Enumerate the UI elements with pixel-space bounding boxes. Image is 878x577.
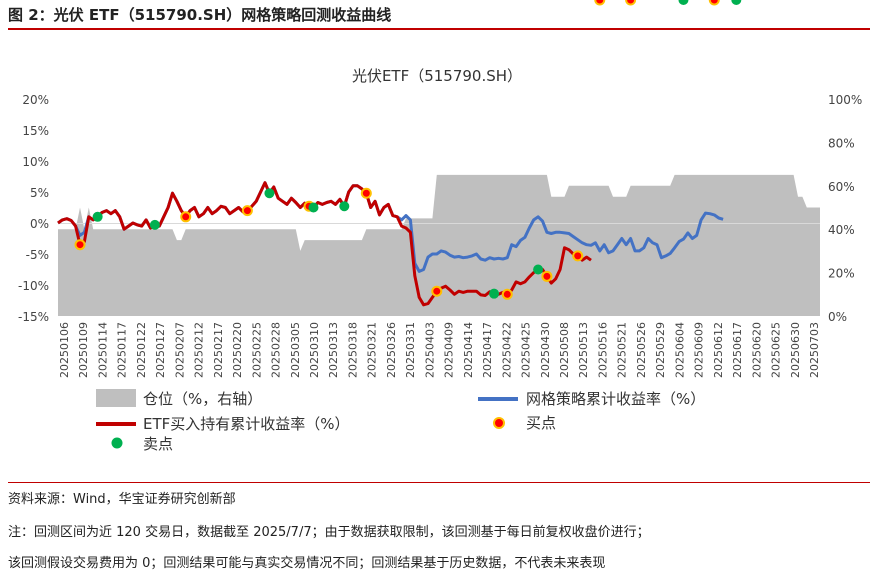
sell-point [533, 264, 544, 275]
x-axis-tick: 20250117 [116, 322, 129, 378]
right-axis-tick: 100% [828, 93, 862, 107]
sell-point [92, 211, 103, 222]
sell-point [264, 188, 275, 199]
sell-point [731, 0, 742, 5]
x-axis-tick: 20250109 [77, 322, 90, 378]
x-axis-tick: 20250228 [270, 322, 283, 378]
left-axis-tick: 10% [22, 155, 49, 169]
right-axis-tick: 60% [828, 180, 855, 194]
left-axis-tick: 0% [30, 217, 49, 231]
legend-position-label: 仓位（%，右轴） [143, 390, 262, 408]
x-axis-tick: 20250516 [596, 322, 609, 378]
title-rule [8, 28, 870, 30]
x-axis-tick: 20250212 [193, 322, 206, 378]
legend-etf-label: ETF买入持有累计收益率（%） [143, 415, 350, 433]
buy-point [431, 285, 443, 297]
x-axis-tick: 20250403 [423, 322, 436, 378]
x-axis-tick: 20250513 [577, 322, 590, 378]
left-axis-tick: 15% [22, 124, 49, 138]
right-axis-tick: 40% [828, 223, 855, 237]
right-axis-tick: 20% [828, 267, 855, 281]
x-axis-tick: 20250321 [366, 322, 379, 378]
buy-point [708, 0, 720, 6]
legend-buy-label: 买点 [526, 414, 556, 432]
x-axis-tick: 20250417 [481, 322, 494, 378]
x-axis-tick: 20250422 [500, 322, 513, 378]
source-rule [8, 482, 870, 483]
legend-position-swatch [96, 389, 136, 407]
x-axis-tick: 20250617 [731, 322, 744, 378]
x-axis-tick: 20250521 [616, 322, 629, 378]
sell-point [308, 202, 319, 213]
left-axis-ticks: 20% 15% 10% 5% 0% -5% -10% -15% [18, 93, 49, 324]
legend-sell-marker [111, 437, 123, 449]
x-axis-ticks: 20250106 20250109 20250114 20250117 20250122… [58, 322, 821, 378]
sell-point [489, 288, 500, 299]
sell-point [678, 0, 689, 5]
x-axis-tick: 20250612 [712, 322, 725, 378]
x-axis-tick: 20250526 [635, 322, 648, 378]
sell-point [149, 219, 160, 230]
x-axis-tick: 20250604 [673, 322, 686, 378]
x-axis-tick: 20250609 [693, 322, 706, 378]
legend-buy-marker [493, 417, 505, 429]
note-line-1: 注：回测区间为近 120 交易日，数据截至 2025/7/7；由于数据获取限制，… [8, 525, 650, 540]
buy-point [180, 211, 192, 223]
x-axis-tick: 20250225 [250, 322, 263, 378]
x-axis-tick: 20250326 [385, 322, 398, 378]
x-axis-tick: 20250310 [308, 322, 321, 378]
buy-point [594, 0, 606, 6]
x-axis-tick: 20250217 [212, 322, 225, 378]
chart-title: 光伏ETF（515790.SH） [352, 67, 522, 85]
x-axis-tick: 20250122 [135, 322, 148, 378]
buy-point [572, 250, 584, 262]
x-axis-tick: 20250630 [789, 322, 802, 378]
left-axis-tick: 5% [30, 186, 49, 200]
left-axis-tick: -15% [18, 310, 49, 324]
x-axis-tick: 20250430 [539, 322, 552, 378]
x-axis-tick: 20250409 [443, 322, 456, 378]
right-axis-tick: 0% [828, 310, 847, 324]
figure-title: 图 2：光伏 ETF（515790.SH）网格策略回测收益曲线 [8, 6, 392, 24]
position-area-layer [58, 174, 820, 316]
buy-point [241, 205, 253, 217]
x-axis-tick: 20250305 [289, 322, 302, 378]
x-axis-tick: 20250425 [520, 322, 533, 378]
legend-grid-label: 网格策略累计收益率（%） [526, 390, 705, 408]
right-axis-tick: 80% [828, 136, 855, 150]
buy-point [625, 0, 637, 6]
chart: 光伏ETF（515790.SH） 20% 15% 10% 5% 0% -5% -10% -15… [18, 0, 862, 453]
x-axis-tick: 20250318 [346, 322, 359, 378]
sell-point [339, 201, 350, 212]
left-axis-tick: -5% [26, 248, 49, 262]
left-axis-tick: -10% [18, 279, 49, 293]
buy-point [501, 288, 513, 300]
source-text: 资料来源：Wind，华宝证券研究创新部 [8, 492, 236, 507]
left-axis-tick: 20% [22, 93, 49, 107]
trade-points [74, 0, 742, 300]
x-axis-tick: 20250220 [231, 322, 244, 378]
buy-point [360, 187, 372, 199]
x-axis-tick: 20250414 [462, 322, 475, 378]
position-area [58, 174, 820, 316]
right-axis-ticks: 100% 80% 60% 40% 20% 0% [828, 93, 862, 324]
buy-point [541, 270, 553, 282]
x-axis-tick: 20250313 [327, 322, 340, 378]
x-axis-tick: 20250703 [808, 322, 821, 378]
x-axis-tick: 20250114 [96, 322, 109, 378]
x-axis-tick: 20250620 [750, 322, 763, 378]
x-axis-tick: 20250127 [154, 322, 167, 378]
x-axis-tick: 20250207 [173, 322, 186, 378]
x-axis-tick: 20250508 [558, 322, 571, 378]
x-axis-tick: 20250331 [404, 322, 417, 378]
x-axis-tick: 20250529 [654, 322, 667, 378]
x-axis-tick: 20250625 [770, 322, 783, 378]
x-axis-tick: 20250106 [58, 322, 71, 378]
note-line-2: 该回测假设交易费用为 0；回测结果可能与真实交易情况不同；回测结果基于历史数据，… [8, 556, 606, 571]
buy-point [74, 239, 86, 251]
legend-sell-label: 卖点 [143, 435, 173, 453]
